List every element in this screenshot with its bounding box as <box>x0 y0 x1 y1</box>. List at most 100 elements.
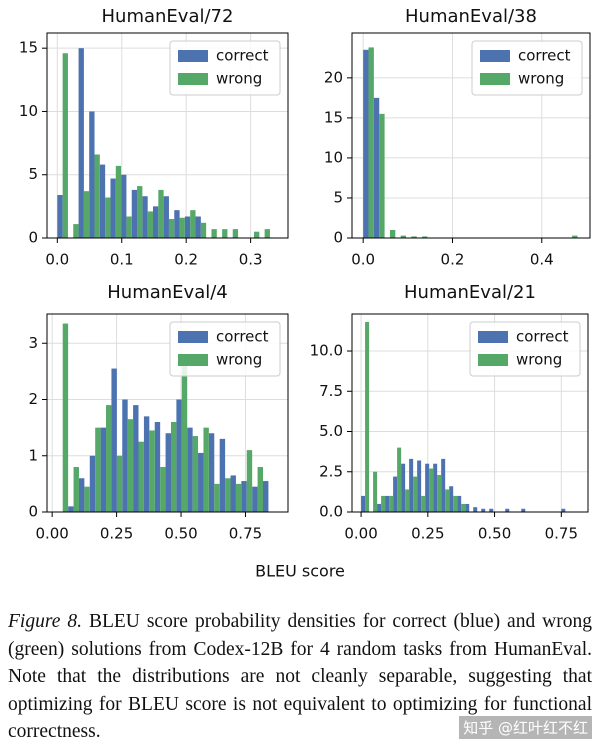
bar <box>441 458 446 512</box>
bar <box>160 467 166 512</box>
bar <box>264 229 270 238</box>
bar <box>368 47 374 238</box>
bar <box>168 219 175 238</box>
bar <box>219 438 226 512</box>
plot-frame <box>351 313 589 513</box>
bar <box>411 236 417 238</box>
chart-title: HumanEval/38 <box>405 6 537 27</box>
bar <box>105 197 111 238</box>
bar <box>174 210 180 238</box>
bar <box>465 503 470 512</box>
bar <box>131 189 138 238</box>
bar <box>170 422 177 512</box>
y-tick-label: 1 <box>28 446 38 464</box>
bar <box>198 452 204 512</box>
bar <box>389 229 396 238</box>
bar <box>127 419 134 512</box>
legend-swatch <box>178 331 208 343</box>
y-tick-label: 0.0 <box>319 503 343 521</box>
bar <box>232 229 239 238</box>
bar <box>142 196 148 238</box>
bar <box>149 430 155 512</box>
bar <box>100 427 107 512</box>
bar <box>158 189 164 238</box>
bar <box>449 486 454 512</box>
legend-swatch <box>478 354 508 366</box>
legend-label: correct <box>518 47 571 65</box>
bar <box>222 229 228 238</box>
bar <box>481 508 486 512</box>
bar <box>78 48 84 239</box>
x-tick-label: 0.0 <box>351 251 375 269</box>
bar <box>115 165 122 238</box>
bar <box>433 463 438 512</box>
y-tick-label: 0 <box>28 503 38 521</box>
bar <box>230 475 236 512</box>
bar <box>373 471 378 512</box>
caption: Figure 8. BLEU score probability densiti… <box>8 608 592 746</box>
bar <box>252 486 258 512</box>
chart-title: HumanEval/21 <box>404 282 536 303</box>
bar <box>461 503 466 512</box>
x-tick-label: 0.00 <box>35 525 68 543</box>
bar <box>89 455 96 512</box>
bar <box>389 495 394 512</box>
bar <box>184 216 191 238</box>
bar <box>521 508 526 512</box>
bar <box>138 441 144 512</box>
bar <box>437 474 442 512</box>
bar <box>361 495 366 512</box>
y-tick-label: 0 <box>333 229 343 247</box>
bar <box>200 222 207 238</box>
bar <box>153 206 159 238</box>
bar <box>561 508 566 512</box>
chart-title: HumanEval/72 <box>102 6 234 27</box>
x-tick-label: 0.25 <box>100 525 133 543</box>
bar <box>116 455 123 512</box>
x-axis-label: BLEU score <box>255 562 345 581</box>
legend-swatch <box>480 50 510 62</box>
bar <box>363 49 369 238</box>
bar <box>445 489 450 512</box>
bar <box>417 460 422 512</box>
bar <box>425 463 430 512</box>
bar <box>84 486 90 512</box>
bar <box>379 113 385 238</box>
bar <box>94 154 100 238</box>
y-tick-label: 20 <box>324 68 343 86</box>
bar <box>121 174 127 238</box>
bar <box>241 481 247 512</box>
bar <box>73 224 79 238</box>
bar <box>246 450 253 512</box>
bar <box>377 503 382 512</box>
bar <box>187 427 193 512</box>
figure: BLEU score HumanEval/720.0 0.1 0.2 0.305101… <box>19 6 591 581</box>
bar <box>401 463 406 512</box>
chart-title: HumanEval/4 <box>107 282 228 303</box>
bar <box>154 422 161 512</box>
x-tick-label: 0.25 <box>411 525 444 543</box>
legend-swatch <box>478 331 508 343</box>
bar <box>381 495 386 512</box>
bar <box>89 111 95 238</box>
x-tick-label: 0.75 <box>545 525 578 543</box>
y-tick-label: 3 <box>28 334 38 352</box>
bar <box>62 53 68 238</box>
bar <box>133 405 139 512</box>
bar <box>126 216 132 238</box>
bar <box>214 483 220 512</box>
bar <box>192 436 199 512</box>
bar <box>473 507 478 512</box>
legend-label: wrong <box>516 351 562 369</box>
bar <box>95 427 101 512</box>
bar <box>176 399 182 512</box>
y-tick-label: 0 <box>28 229 38 247</box>
legend-swatch <box>480 73 510 85</box>
y-tick-label: 5 <box>28 165 38 183</box>
bar <box>62 323 69 512</box>
x-tick-label: 0.3 <box>239 251 263 269</box>
caption-label: Figure 8. <box>8 611 82 632</box>
y-tick-label: 15 <box>324 108 343 126</box>
y-tick-label: 7.5 <box>319 382 343 400</box>
legend-label: wrong <box>216 351 262 369</box>
